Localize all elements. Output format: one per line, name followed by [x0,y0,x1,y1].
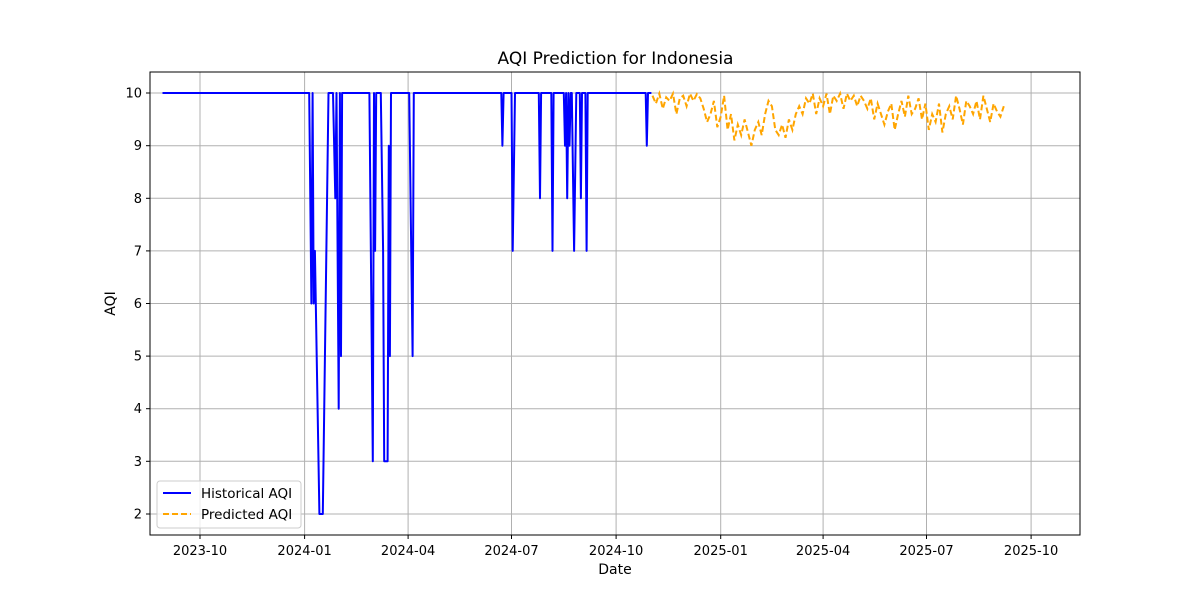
legend-label-historical: Historical AQI [201,486,292,502]
x-tick-label: 2023-10 [173,544,227,559]
tick-layer: 2023-10 2024-01 2024-04 2024-07 2024-10 2025-… [125,87,1058,560]
series-line-predicted-aqi [651,89,1005,146]
y-tick-label: 6 [134,297,142,312]
x-tick-label: 2024-01 [277,544,331,559]
x-tick-label: 2024-07 [484,544,538,559]
x-tick-label: 2025-10 [1004,544,1058,559]
x-tick-label: 2024-10 [589,544,643,559]
y-tick-label: 2 [134,508,142,523]
legend: Historical AQI Predicted AQI [156,480,302,529]
y-axis-title: AQI [103,291,119,315]
x-tick-label: 2025-04 [796,544,850,559]
legend-label-predicted: Predicted AQI [201,507,292,523]
x-axis-title: Date [598,562,631,578]
y-tick-label: 9 [134,139,142,154]
grid-layer [150,72,1080,535]
x-tick-label: 2025-07 [899,544,953,559]
y-tick-label: 8 [134,192,142,207]
y-tick-label: 5 [134,350,142,365]
y-tick-label: 4 [134,402,142,417]
y-tick-label: 7 [134,244,142,259]
chart-title: AQI Prediction for Indonesia [498,49,734,69]
y-tick-label: 3 [134,455,142,470]
y-tick-label: 10 [125,87,142,102]
x-tick-label: 2024-04 [381,544,435,559]
legend-box [156,480,302,529]
x-tick-label: 2025-01 [694,544,748,559]
series-line-historical-aqi [162,92,652,515]
series-layer [162,89,1005,515]
